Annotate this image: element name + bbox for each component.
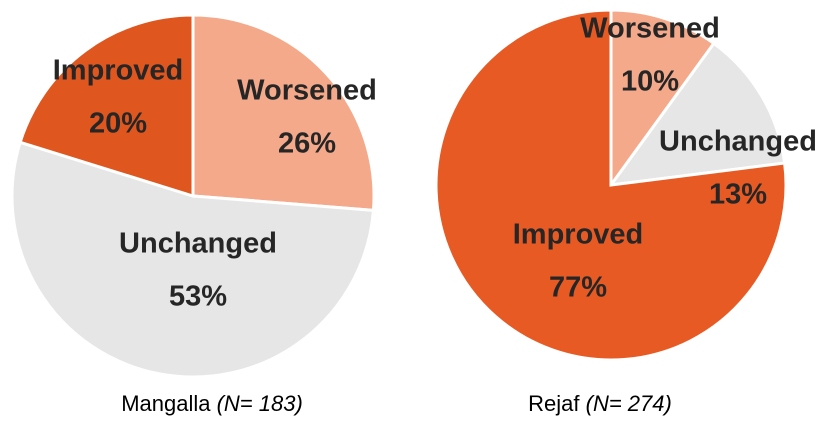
value-label: 53% [169,281,227,313]
value-label: 26% [278,128,336,160]
caption-subtitle: (N= 274) [586,391,672,416]
pie-slice [434,8,788,362]
slice-label: Unchanged [119,228,277,260]
caption: Mangalla (N= 183) [121,391,303,416]
slice-label: Unchanged [659,126,817,158]
caption-title: Rejaf [528,391,580,416]
pie-slice [609,8,716,190]
caption-subtitle: (N= 183) [217,391,303,416]
pie-slice [191,13,376,212]
value-label: 10% [621,66,679,98]
value-label: 77% [549,272,607,304]
pie-slice [18,13,195,199]
slice-label: Improved [513,219,644,251]
slice-label: Worsened [580,13,720,45]
pie-slice [10,140,376,379]
pie-slice [607,41,787,187]
slice-label: Worsened [237,75,377,107]
value-label: 13% [709,179,767,211]
caption-title: Mangalla [121,391,211,416]
slice-label: Improved [53,55,184,87]
value-label: 20% [89,108,147,140]
caption: Rejaf (N= 274) [528,391,672,416]
